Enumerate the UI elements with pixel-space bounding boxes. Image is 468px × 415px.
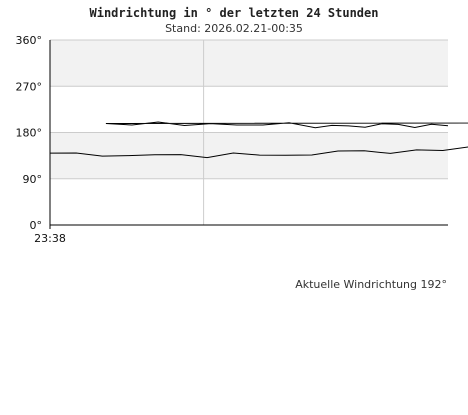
chart-subtitle: Stand: 2026.02.21-00:35: [165, 22, 303, 35]
x-tick-labels: 23:3804:4209:4714:4719:46: [34, 225, 66, 245]
chart-axes: [49, 40, 448, 226]
horizontal-gridlines: [50, 39, 448, 180]
y-tick-label-180: 180°: [16, 127, 43, 140]
y-tick-label-90: 90°: [23, 173, 43, 186]
chart-title: Windrichtung in ° der letzten 24 Stunden: [90, 6, 379, 20]
alternating-bands: [50, 40, 448, 179]
y-tick-label-0: 0°: [30, 219, 43, 232]
current-direction-label: Aktuelle Windrichtung 192°: [295, 278, 447, 291]
x-tick-label-0: 23:38: [34, 232, 66, 245]
y-tick-label-360: 360°: [16, 34, 43, 47]
y-tick-label-270: 270°: [16, 80, 43, 93]
band-270-360: [50, 40, 448, 87]
y-tick-labels: 0° 90° 180° 270° 360°: [16, 34, 43, 232]
